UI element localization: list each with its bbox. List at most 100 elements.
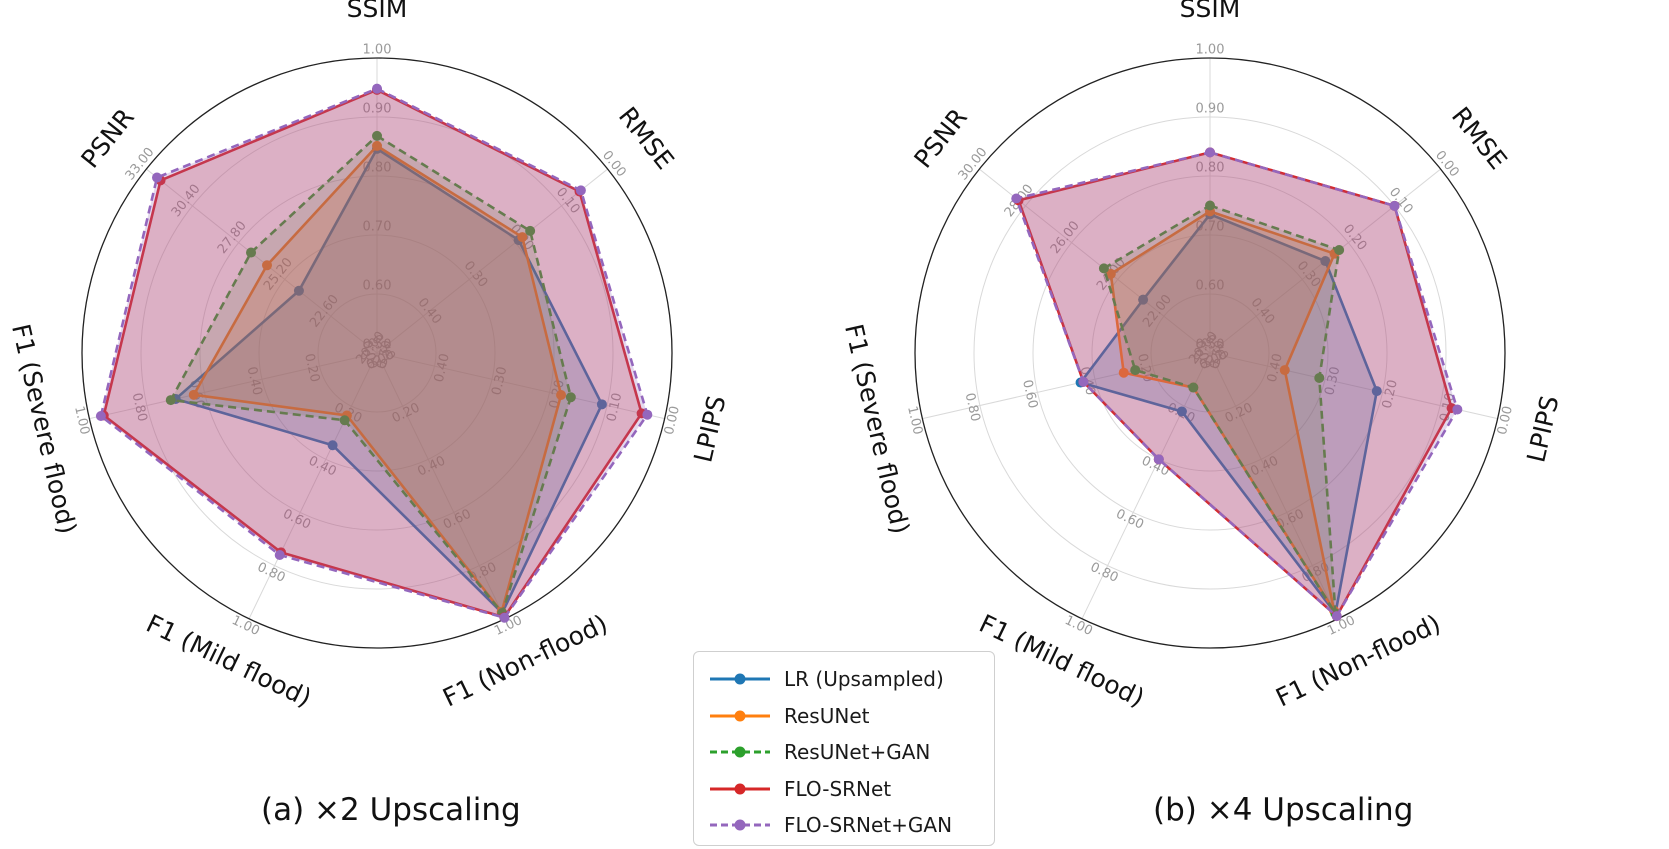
legend-label-resunet-gan: ResUNet+GAN bbox=[784, 740, 931, 765]
series-line-flo-srnet bbox=[102, 88, 643, 619]
point-lr-upsampled-f1-mild-flood bbox=[327, 440, 338, 451]
point-resunet-lpips bbox=[1279, 365, 1290, 376]
spoke-f1-non-flood bbox=[1209, 352, 1339, 620]
series-area-resunet bbox=[193, 145, 562, 612]
legend-item-flo-srnet: FLO-SRNet bbox=[708, 771, 982, 808]
series-flo-srnet-gan bbox=[1011, 147, 1463, 622]
tick-label-ssim-0: 0.50 bbox=[363, 338, 392, 353]
point-resunet-gan-f1-mild-flood bbox=[339, 415, 350, 426]
point-lr-upsampled-psnr bbox=[1138, 294, 1149, 305]
radar-chart-x4: 0.500.600.700.800.901.000.500.400.300.20… bbox=[839, 0, 1565, 713]
point-lr-upsampled-f1-mild-flood bbox=[1176, 406, 1187, 417]
tick-label-f1-severe-flood-4: 0.80 bbox=[962, 392, 983, 424]
point-resunet-gan-lpips bbox=[565, 392, 576, 403]
tick-label-f1-severe-flood-3: 0.60 bbox=[1019, 378, 1040, 410]
outer-frame bbox=[914, 57, 1506, 649]
point-flo-srnet-gan-psnr bbox=[152, 172, 163, 183]
legend-swatch-flo-srnet-gan bbox=[710, 819, 770, 831]
series-line-lr-upsampled bbox=[174, 147, 604, 615]
point-resunet-gan-rmse bbox=[525, 225, 536, 236]
series-area-flo-srnet bbox=[103, 89, 642, 618]
axis-label-f1-severe-flood: F1 (Severe flood) bbox=[6, 321, 82, 537]
point-flo-srnet-gan-ssim bbox=[1205, 147, 1215, 158]
legend-marker-resunet bbox=[734, 710, 746, 722]
tick-label-lpips-5: 0.00 bbox=[1495, 405, 1516, 437]
legend-swatch-lr bbox=[710, 673, 770, 685]
tick-label-ssim-2: 0.70 bbox=[363, 220, 392, 235]
series-flo-srnet-gan bbox=[95, 83, 653, 623]
series-area-flo-srnet-gan bbox=[1016, 152, 1458, 617]
legend-item-resunet: ResUNet bbox=[708, 698, 982, 735]
series-area-resunet-gan bbox=[1103, 205, 1340, 614]
point-resunet-gan-psnr bbox=[246, 247, 257, 258]
tick-label-f1-severe-flood-2: 0.40 bbox=[244, 365, 265, 397]
tick-label-f1-mild-flood-4: 0.80 bbox=[1088, 560, 1121, 586]
series-area-flo-srnet bbox=[1018, 152, 1452, 617]
tick-label-lpips-1: 0.40 bbox=[1265, 352, 1286, 384]
tick-label-ssim-5: 1.00 bbox=[1196, 43, 1225, 58]
tick-label-lpips-1: 0.40 bbox=[432, 352, 453, 384]
tick-label-ssim-0: 0.50 bbox=[1196, 338, 1225, 353]
tick-label-f1-severe-flood-4: 0.80 bbox=[129, 392, 150, 424]
point-flo-srnet-gan-f1-severe-flood bbox=[95, 411, 106, 422]
series-line-flo-srnet-gan bbox=[1014, 151, 1459, 618]
legend-marker-flo-srnet bbox=[734, 783, 746, 795]
tick-label-f1-mild-flood-3: 0.60 bbox=[1113, 507, 1146, 533]
legend-marker-lr-upsampled bbox=[734, 673, 746, 685]
point-resunet-gan-f1-mild-flood bbox=[1188, 382, 1199, 393]
tick-label-f1-mild-flood-5: 1.00 bbox=[229, 613, 262, 639]
point-resunet-f1-severe-flood bbox=[1118, 367, 1129, 378]
point-lr-upsampled-psnr bbox=[293, 285, 304, 296]
legend-item-flo-srnet-gan: FLO-SRNet+GAN bbox=[708, 807, 982, 844]
series-area-lr-upsampled bbox=[1080, 214, 1377, 614]
series-area-resunet bbox=[1110, 211, 1335, 611]
point-resunet-psnr bbox=[262, 260, 273, 271]
axis-label-f1-non-flood: F1 (Non-flood) bbox=[1271, 609, 1445, 713]
series-line-resunet-gan bbox=[1102, 204, 1341, 615]
legend-label-flo-srnet-gan: FLO-SRNet+GAN bbox=[784, 813, 953, 838]
legend-label-resunet: ResUNet bbox=[784, 703, 870, 728]
outer-frame bbox=[81, 57, 673, 649]
series-area-resunet-gan bbox=[170, 135, 571, 613]
point-resunet-gan-psnr bbox=[1098, 263, 1109, 274]
legend-marker-resunet-gan bbox=[734, 746, 746, 758]
axis-label-f1-mild-flood: F1 (Mild flood) bbox=[975, 609, 1149, 713]
tick-label-ssim-3: 0.80 bbox=[1196, 161, 1225, 176]
legend: LR (Upsampled) ResUNet ResUNet+GAN FLO-S… bbox=[693, 651, 995, 846]
point-lr-upsampled-rmse bbox=[1320, 256, 1331, 267]
axis-label-f1-mild-flood: F1 (Mild flood) bbox=[142, 609, 316, 713]
tick-label-ssim-1: 0.60 bbox=[363, 279, 392, 294]
point-resunet-lpips bbox=[556, 390, 567, 401]
point-resunet-gan-f1-severe-flood bbox=[1130, 365, 1141, 376]
axis-label-ssim: SSIM bbox=[1180, 0, 1241, 23]
point-flo-srnet-gan-psnr bbox=[1011, 193, 1022, 204]
point-resunet-gan-ssim bbox=[372, 130, 382, 141]
spoke-rmse bbox=[376, 168, 608, 354]
legend-swatch-resunet bbox=[710, 710, 770, 722]
series-line-flo-srnet-gan bbox=[99, 87, 649, 620]
tick-label-ssim-4: 0.90 bbox=[1196, 102, 1225, 117]
series-resunet-gan bbox=[1098, 200, 1345, 619]
series-line-resunet-gan bbox=[169, 134, 573, 615]
point-resunet-rmse bbox=[517, 232, 528, 243]
point-lr-upsampled-lpips bbox=[596, 399, 607, 410]
point-resunet-gan-f1-severe-flood bbox=[165, 395, 176, 406]
legend-item-resunet-gan: ResUNet+GAN bbox=[708, 734, 982, 771]
point-flo-srnet-gan-lpips bbox=[1452, 404, 1463, 415]
point-resunet-f1-severe-flood bbox=[188, 389, 199, 400]
spoke-f1-mild-flood bbox=[248, 352, 378, 620]
point-flo-srnet-gan-f1-severe-flood bbox=[1078, 376, 1089, 387]
point-resunet-gan-rmse bbox=[1334, 244, 1345, 255]
point-flo-srnet-gan-rmse bbox=[575, 185, 586, 196]
point-flo-srnet-gan-ssim bbox=[372, 83, 382, 94]
spoke-f1-severe-flood bbox=[922, 352, 1211, 420]
point-flo-srnet-gan-f1-non-flood bbox=[499, 612, 510, 623]
point-resunet-gan-lpips bbox=[1314, 372, 1325, 383]
tick-label-lpips-5: 0.00 bbox=[662, 405, 683, 437]
tick-label-f1-mild-flood-5: 1.00 bbox=[1062, 613, 1095, 639]
point-flo-srnet-gan-f1-mild-flood bbox=[1153, 454, 1164, 465]
legend-label-lr: LR (Upsampled) bbox=[784, 667, 944, 692]
tick-label-ssim-4: 0.90 bbox=[363, 102, 392, 117]
tick-label-lpips-2: 0.30 bbox=[1322, 365, 1343, 397]
point-flo-srnet-gan-lpips bbox=[642, 409, 653, 420]
